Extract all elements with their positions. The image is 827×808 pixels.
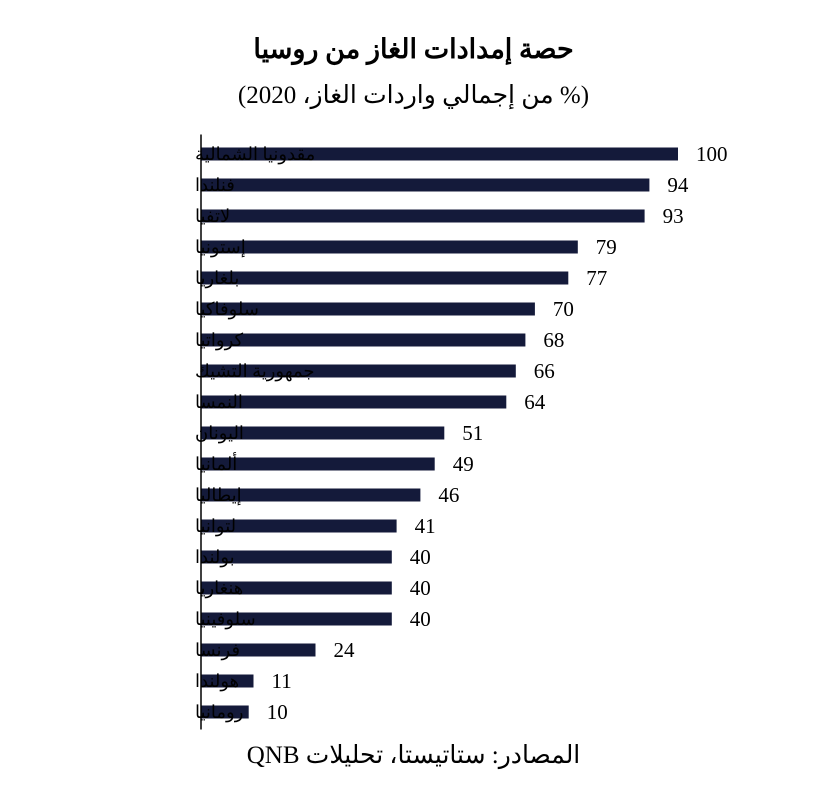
category-label: مقدونيا الشمالية [195,144,315,165]
value-label: 41 [415,514,436,538]
category-label: فنلندا [195,175,235,195]
value-label: 40 [410,576,431,600]
category-label: سلوفينيا [195,609,256,630]
value-label: 94 [667,173,689,197]
bar [201,395,507,409]
category-labels-group: مقدونيا الشمالية فنلندا لاتفيا إستونيا بلغار… [195,144,315,723]
category-label: إيطاليا [195,485,242,506]
bar [201,147,678,161]
category-label: رومانيا [195,702,243,723]
category-label: بولندا [195,547,235,568]
category-label: سلوفاكيا [195,299,259,320]
value-label: 40 [410,607,431,631]
chart-title: حصة إمدادات الغاز من روسيا [253,34,574,64]
value-label: 64 [524,390,546,414]
category-label: اليونان [195,423,244,444]
category-label: هنغاريا [195,578,243,599]
category-label: هولندا [195,671,239,692]
bar [201,612,392,626]
value-label: 24 [334,638,356,662]
value-label: 49 [453,452,474,476]
category-label: بلغاريا [195,268,239,289]
value-label: 79 [596,235,617,259]
bar [201,209,645,223]
category-label: ألمانيا [195,452,237,474]
bar [201,271,569,285]
category-label: فرنسا [195,640,240,661]
bar [201,240,578,254]
bar [201,364,516,378]
bar [201,643,316,657]
value-label: 46 [438,483,459,507]
bar [201,302,535,316]
bar [201,457,435,471]
bar [201,581,392,595]
category-label: إستونيا [195,237,246,258]
chart-subtitle: (% من إجمالي واردات الغاز، 2020) [237,82,590,109]
category-label: لاتفيا [195,206,230,226]
value-label: 68 [543,328,564,352]
category-label: لتوانيا [195,516,236,537]
category-label: النمسا [195,392,243,412]
bar [201,550,392,564]
bar [201,488,421,502]
bar [201,178,650,192]
value-label: 77 [586,266,607,290]
value-label: 93 [663,204,684,228]
value-label: 70 [553,297,574,321]
value-label: 66 [534,359,555,383]
bar [201,519,397,533]
bar [201,705,249,719]
category-label: جمهورية التشيك [195,361,315,382]
bar [201,674,254,688]
value-label: 100 [696,142,728,166]
value-label: 11 [272,669,292,693]
value-label: 40 [410,545,431,569]
value-label: 10 [267,700,288,724]
value-label: 51 [462,421,483,445]
bars-group [201,147,678,719]
source-note: المصادر: ستاتيستا، تحليلات QNB [246,742,581,769]
bar [201,426,445,440]
category-label: كرواتيا [195,330,244,351]
bar [201,333,526,347]
